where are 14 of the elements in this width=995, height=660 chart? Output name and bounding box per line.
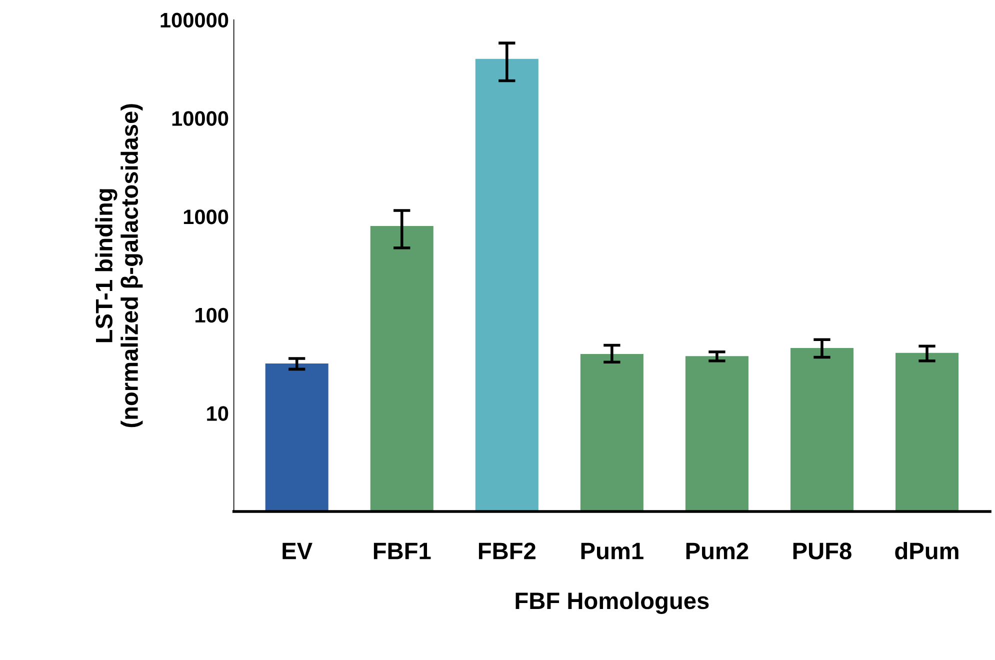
x-tick-label: Pum1 (581, 542, 644, 560)
x-tick-label: Pum2 (686, 542, 748, 560)
y-tick-label: 10000 (172, 111, 228, 126)
x-tick-label: PUF8 (793, 542, 852, 560)
y-tick-label: 1000 (184, 209, 228, 224)
x-tick-label: dPum (895, 542, 958, 560)
x-tick-label: FBF1 (374, 542, 431, 560)
y-tick-label: 10 (207, 406, 228, 421)
y-axis-title: LST-1 binding (normalized β-galactosidase) (95, 104, 143, 428)
y-tick-label: 100000 (160, 12, 228, 28)
y-tick-label: 100 (196, 308, 228, 323)
x-tick-label: FBF2 (478, 542, 536, 560)
x-axis-title: FBF Homologues (516, 592, 709, 614)
x-tick-label: EV (282, 542, 312, 560)
